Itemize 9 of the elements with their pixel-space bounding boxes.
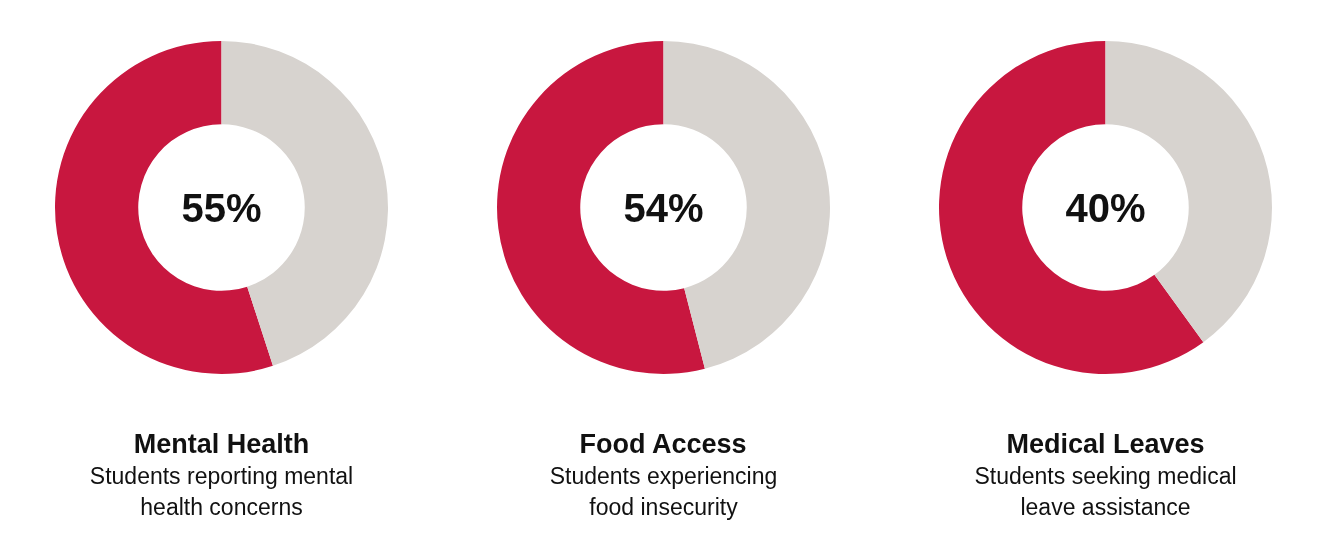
text: Students reporting mental health concerns [89, 462, 354, 521]
text: 54% [623, 185, 704, 230]
text: Food Access [579, 428, 747, 459]
text: Students seeking medical leave assistance [974, 462, 1237, 521]
text: Students experiencing food insecurity [549, 462, 778, 521]
text: 55% [181, 185, 262, 230]
text: 40% [1065, 185, 1146, 230]
text: Medical Leaves [1006, 428, 1205, 459]
text: Mental Health [133, 428, 310, 459]
